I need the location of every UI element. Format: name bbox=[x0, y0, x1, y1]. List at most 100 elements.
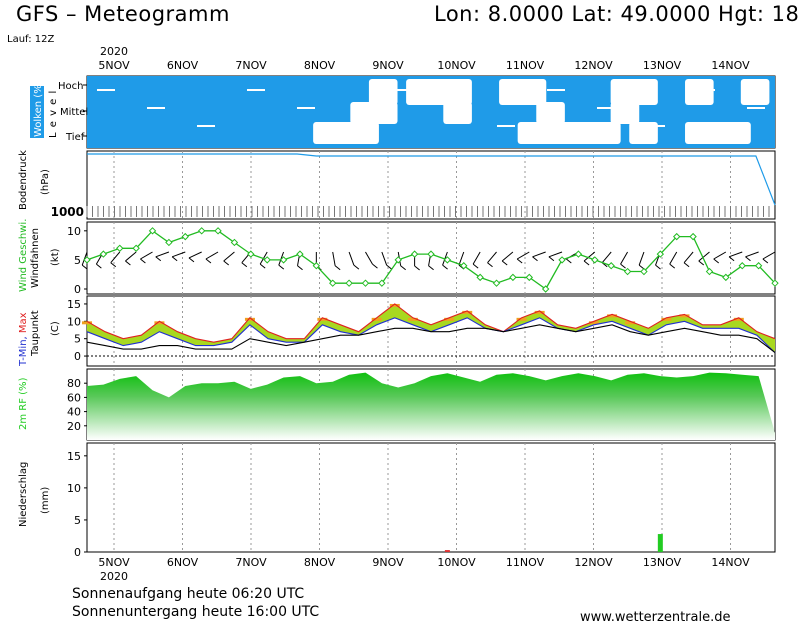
wind-barb bbox=[125, 251, 137, 262]
wind-speed-point bbox=[132, 244, 140, 252]
wind-barb bbox=[516, 251, 530, 260]
wind-speed-point bbox=[181, 232, 189, 241]
wind-speed-point bbox=[460, 262, 468, 270]
wind-barb-flag bbox=[655, 264, 661, 270]
temp-warm-cap bbox=[661, 317, 672, 321]
cloud-streak bbox=[747, 107, 765, 109]
temp-warm-cap bbox=[588, 321, 599, 325]
wind-barb bbox=[140, 251, 153, 260]
day-label-bottom: 8NOV bbox=[304, 556, 336, 569]
temp-warm-cap bbox=[462, 310, 473, 314]
wind-speed-point bbox=[116, 244, 124, 252]
day-label-top: 6NOV bbox=[167, 59, 199, 72]
wind-speed-point bbox=[509, 273, 517, 282]
wind-barb bbox=[472, 251, 481, 265]
cloud-streak bbox=[97, 89, 115, 91]
precip-ytick-label: 10 bbox=[67, 482, 81, 495]
wind-speed-point bbox=[329, 279, 337, 287]
temp-warm-cap bbox=[389, 303, 400, 307]
wind-barb bbox=[620, 251, 629, 265]
year-label-top: 2020 bbox=[100, 45, 128, 58]
wind-barb-flag bbox=[81, 264, 88, 270]
wind-speed-point bbox=[656, 250, 665, 258]
wind-barb bbox=[745, 251, 759, 258]
wind-speed-point bbox=[279, 256, 288, 264]
wind-barb-flag bbox=[155, 256, 162, 262]
pressure-tick-label: 1000 bbox=[51, 205, 84, 219]
wind-speed-point bbox=[722, 273, 730, 282]
wind-barb-flag bbox=[353, 264, 360, 270]
wind-speed-point bbox=[443, 256, 452, 264]
wind-speed-point bbox=[607, 262, 615, 270]
wind-speed-point bbox=[165, 238, 173, 247]
wind-barb-flag bbox=[683, 262, 690, 268]
wind-barb bbox=[698, 251, 710, 262]
wind-barb-flag bbox=[620, 263, 626, 269]
wind-barb-flag bbox=[698, 260, 705, 266]
wind-speed-point bbox=[361, 279, 370, 287]
wind-barb bbox=[381, 251, 388, 266]
wind-ylabel2: Windfahnen bbox=[30, 228, 41, 288]
year-label-bottom: 2020 bbox=[100, 570, 128, 583]
day-label-top: 7NOV bbox=[235, 59, 267, 72]
cloud-level-ylabel: L e v e l bbox=[48, 90, 59, 138]
cloud-block-tief bbox=[350, 122, 379, 144]
temp-range-band bbox=[87, 303, 775, 353]
wind-barb-flag bbox=[428, 265, 434, 271]
wind-barb bbox=[713, 251, 727, 260]
rh-ytick-label: 60 bbox=[67, 391, 81, 404]
cloud-block-hoch bbox=[368, 79, 398, 105]
hgt-value: 18 bbox=[771, 2, 800, 26]
wind-barb bbox=[728, 251, 743, 258]
wind-barb bbox=[669, 251, 678, 265]
wind-barb-flag bbox=[125, 260, 131, 266]
temp-ylabel: T-Min, Max bbox=[18, 312, 29, 367]
cloud-streak bbox=[497, 125, 515, 127]
wind-barb-flag bbox=[223, 260, 230, 266]
cloud-streak bbox=[647, 125, 665, 127]
cloud-block-hoch bbox=[740, 79, 770, 105]
wind-speed-point bbox=[673, 232, 681, 241]
wind-speed-point bbox=[99, 250, 108, 258]
wind-barb-flag bbox=[297, 265, 303, 271]
wind-speed-point bbox=[623, 267, 632, 276]
wind-barb-flag bbox=[278, 264, 285, 270]
wind-barb bbox=[548, 251, 563, 258]
lon-label: Lon: bbox=[434, 2, 481, 26]
pressure-unit: (hPa) bbox=[40, 169, 51, 195]
level-label-mittel: Mittel bbox=[60, 107, 88, 118]
wind-speed-point bbox=[574, 250, 583, 258]
pressure-ylabel: Bodendruck bbox=[18, 150, 29, 210]
temp-warm-cap bbox=[371, 317, 382, 321]
cloud-streak bbox=[447, 107, 465, 109]
level-label-hoch: Hoch bbox=[58, 81, 83, 92]
day-label-bottom: 5NOV bbox=[98, 556, 130, 569]
wind-speed-point bbox=[689, 232, 697, 241]
cloud-streak bbox=[597, 107, 615, 109]
cloud-block-mittel bbox=[610, 102, 640, 124]
wind-barb bbox=[532, 251, 546, 258]
lat-value: 49.0000 bbox=[620, 2, 711, 26]
day-label-top: 9NOV bbox=[372, 59, 404, 72]
wind-speed-point bbox=[197, 227, 206, 235]
wind-speed-point bbox=[148, 227, 157, 235]
wind-barb bbox=[155, 251, 170, 258]
model-run: Lauf: 12Z bbox=[7, 34, 55, 45]
wind-speed-point bbox=[263, 256, 271, 264]
wind-speed-point bbox=[771, 279, 779, 287]
wind-speed-point bbox=[214, 227, 222, 235]
wind-speed-point bbox=[705, 267, 714, 276]
cloud-ylabel: Wolken (%) bbox=[33, 80, 44, 137]
wind-speed-point bbox=[738, 262, 746, 270]
tmax-line bbox=[86, 303, 776, 343]
day-label-top: 10NOV bbox=[437, 59, 476, 72]
wind-barb-flag bbox=[501, 260, 508, 266]
wind-barb-flag bbox=[487, 262, 493, 268]
wind-barb-flag bbox=[548, 256, 555, 262]
temp-warm-cap bbox=[516, 317, 527, 321]
lat-label: Lat: bbox=[571, 2, 614, 26]
cloud-streak bbox=[547, 89, 565, 91]
wind-ytick-label: 0 bbox=[74, 283, 81, 296]
cloud-block-hoch bbox=[517, 79, 547, 105]
